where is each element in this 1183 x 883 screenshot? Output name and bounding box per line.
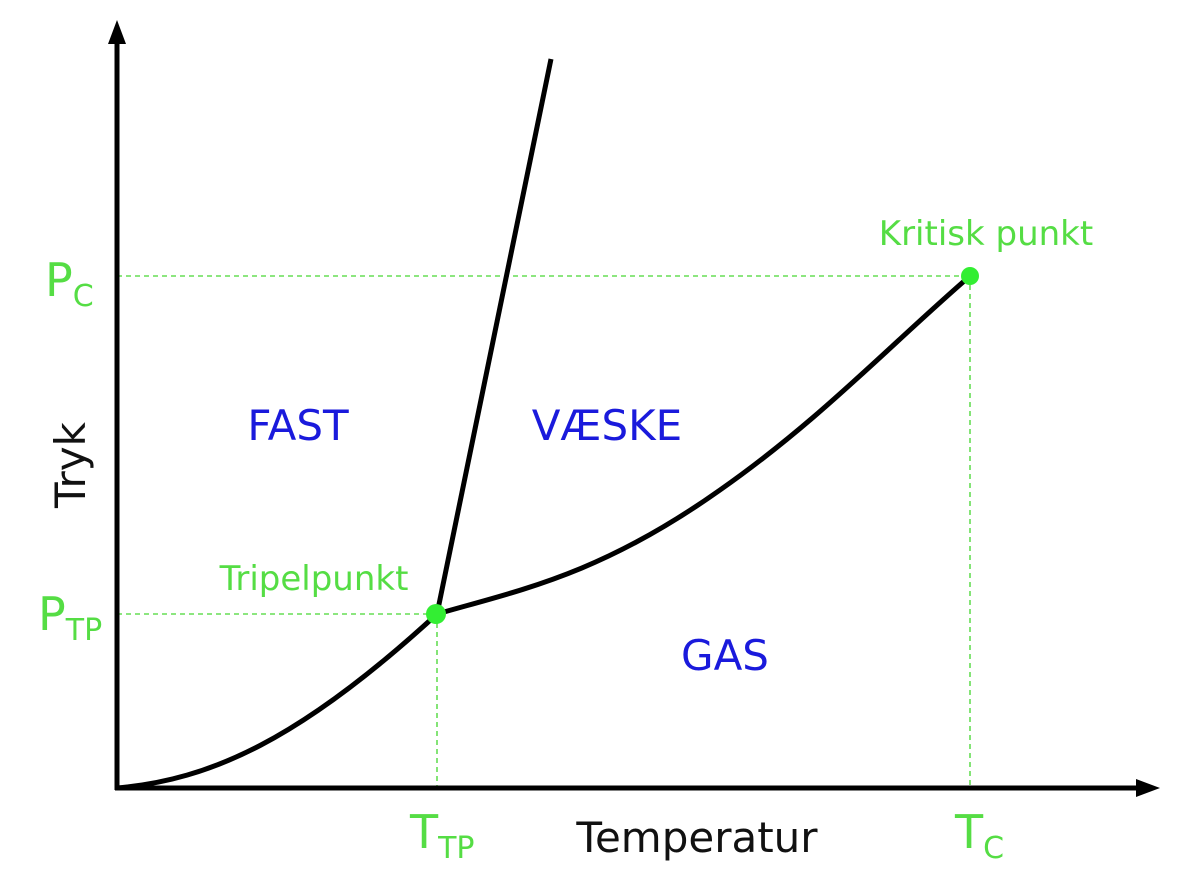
melting-curve [434,58,554,615]
tick-label-p-tp: PTP [38,587,102,648]
region-label-solid: FAST [247,401,349,450]
tick-label-t-tp: TTP [409,805,475,866]
sublimation-curve [116,612,439,791]
tick-label-p-c: PC [45,253,94,314]
triple-point-marker [426,604,446,624]
region-label-liquid: VÆSKE [532,401,682,450]
tick-label-t-c: TC [954,805,1004,866]
x-axis-arrow [1136,779,1160,797]
region-label-gas: GAS [681,631,769,680]
triple-point-label: Tripelpunkt [219,559,409,599]
y-axis-title: Tryk [46,421,95,509]
vaporization-curve [436,274,972,617]
critical-point-marker [961,267,979,285]
y-axis-arrow [108,20,126,44]
critical-point-label: Kritisk punkt [879,214,1093,254]
x-axis-title: Temperatur [575,813,818,862]
